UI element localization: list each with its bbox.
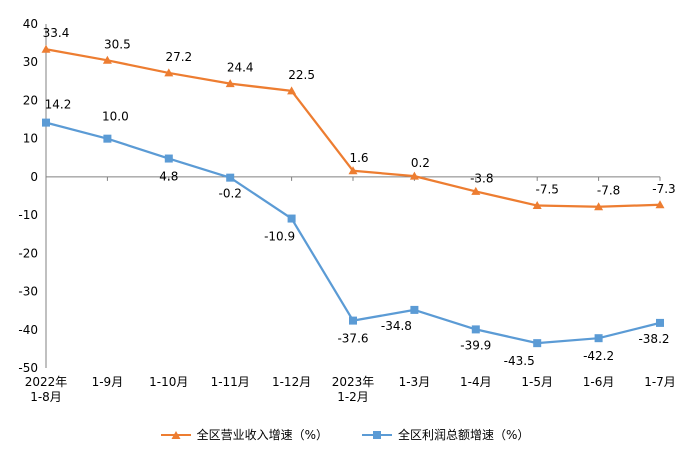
y-tick-label-4: 0 (30, 170, 38, 184)
series-1-point-4 (287, 214, 296, 223)
series-0-point-10 (655, 200, 665, 209)
series-1-data-label-4: -10.9 (264, 230, 295, 244)
y-tick-label-7: -30 (18, 285, 38, 299)
series-0-data-label-2: 27.2 (165, 50, 192, 64)
series-0-point-3 (225, 79, 235, 88)
series-0-point-4 (287, 86, 297, 95)
series-0-data-label-8: -7.5 (535, 183, 558, 197)
series-0-point-5 (348, 166, 358, 175)
y-tick-label-9: -50 (18, 361, 38, 375)
legend-label-profit: 全区利润总额增速（%） (398, 428, 530, 442)
series-1-point-3 (226, 173, 235, 182)
series-0-point-2 (164, 68, 174, 77)
series-0-data-label-5: 1.6 (349, 151, 368, 165)
series-line-0 (45, 48, 661, 208)
y-tick-label-3: 10 (23, 132, 38, 146)
x-tick-label-5-line-1: 1-2月 (337, 390, 369, 404)
series-0-data-label-1: 30.5 (104, 37, 131, 51)
series-1-data-label-9: -42.2 (583, 349, 614, 363)
x-tick-label-1: 1-9月 (92, 375, 124, 389)
legend-item-profit: 全区利润总额增速（%） (362, 426, 529, 443)
x-tick-label-5-line-0: 2023年 (332, 375, 375, 389)
series-1-data-label-8: -43.5 (504, 354, 535, 368)
y-tick-label-2: 20 (23, 93, 38, 107)
series-0-data-label-0: 33.4 (43, 26, 70, 40)
legend-item-revenue: 全区营业收入增速（%） (160, 426, 328, 443)
series-1-data-label-7: -39.9 (460, 338, 491, 352)
series-0-point-7 (471, 186, 481, 195)
y-tick-label-1: 30 (23, 55, 38, 69)
series-0-data-label-10: -7.3 (652, 182, 675, 196)
series-1-point-2 (164, 154, 173, 163)
x-tick-label-9: 1-6月 (583, 375, 615, 389)
series-0-point-9 (594, 202, 604, 211)
legend-swatch-revenue (160, 430, 191, 439)
x-tick-label-7: 1-4月 (460, 375, 492, 389)
series-0-point-8 (532, 201, 542, 210)
x-tick-label-8: 1-5月 (521, 375, 553, 389)
series-1-data-label-1: 10.0 (102, 110, 129, 124)
legend: 全区营业收入增速（%） 全区利润总额增速（%） (0, 426, 690, 443)
series-1-data-label-6: -34.8 (381, 319, 412, 333)
series-1-point-5 (349, 316, 357, 325)
series-1-point-7 (471, 325, 480, 334)
series-1-point-10 (656, 318, 664, 327)
series-1-data-label-3: -0.2 (218, 187, 241, 201)
series-0-point-0 (41, 44, 51, 53)
series-1-data-label-10: -38.2 (638, 332, 669, 346)
series-0-data-label-9: -7.8 (597, 184, 620, 198)
series-0-data-label-3: 24.4 (227, 61, 254, 75)
series-1-point-1 (103, 134, 112, 143)
x-tick-label-10: 1-7月 (644, 375, 676, 389)
legend-swatch-profit (362, 430, 392, 439)
series-0-data-label-6: 0.2 (411, 156, 430, 170)
x-tick-label-6: 1-3月 (399, 375, 431, 389)
series-1-point-8 (533, 339, 542, 348)
series-0-data-label-7: -3.8 (470, 171, 493, 185)
series-0-point-6 (409, 171, 419, 180)
x-tick-label-3: 1-11月 (211, 375, 250, 389)
series-1-point-9 (594, 334, 603, 343)
legend-label-revenue: 全区营业收入增速（%） (196, 428, 328, 442)
x-tick-label-0-line-0: 2022年 (25, 375, 68, 389)
series-1-data-label-0: 14.2 (45, 98, 72, 112)
x-tick-label-0-line-1: 1-8月 (30, 390, 62, 404)
x-tick-label-2: 1-10月 (149, 375, 188, 389)
series-1-point-6 (410, 305, 419, 314)
series-1-data-label-2: 4.8 (159, 170, 178, 184)
series-1-data-label-5: -37.6 (337, 332, 368, 346)
y-tick-label-6: -20 (18, 246, 38, 260)
x-tick-label-4: 1-12月 (272, 375, 311, 389)
series-0-point-1 (102, 55, 112, 64)
series-0-data-label-4: 22.5 (288, 68, 315, 82)
y-tick-label-8: -40 (18, 323, 38, 337)
series-1-point-0 (42, 118, 50, 127)
y-tick-label-0: 40 (23, 17, 38, 31)
y-tick-label-5: -10 (18, 208, 38, 222)
